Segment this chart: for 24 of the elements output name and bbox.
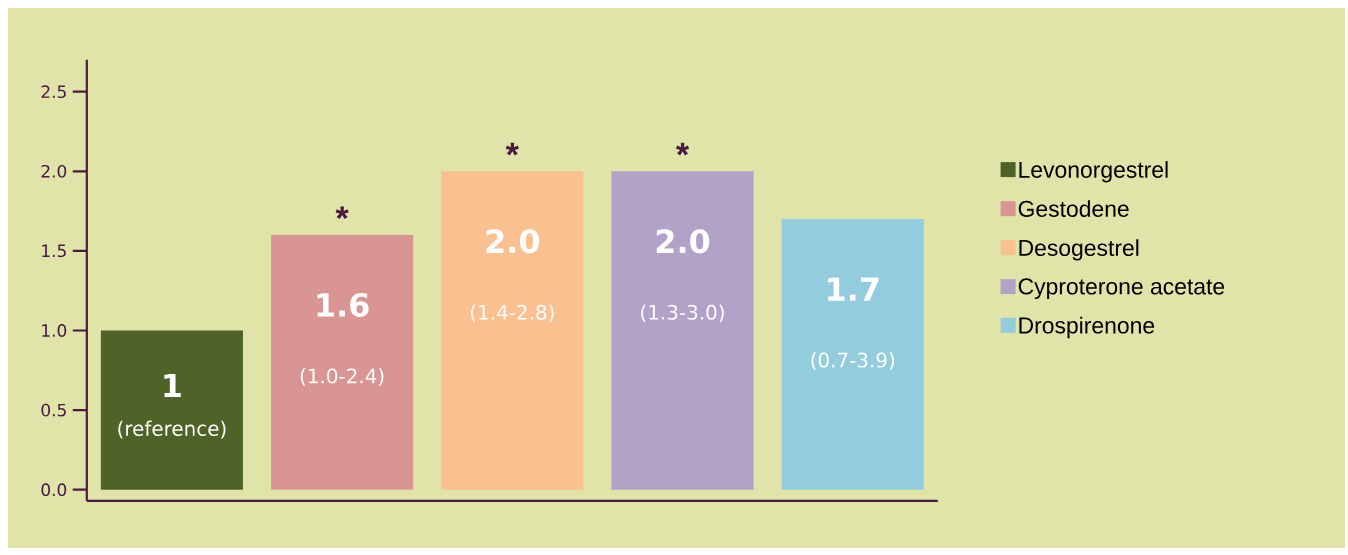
y-tick-label: 2.0 xyxy=(41,164,67,178)
legend-label: Levonorgestrel xyxy=(1019,161,1168,183)
annotation: (reference) xyxy=(118,420,226,439)
data-label: 1 xyxy=(164,373,181,398)
y-tick-label: 2.5 xyxy=(41,85,66,99)
y-tick-label: 1.5 xyxy=(42,244,66,258)
y-tick-label: 0.5 xyxy=(41,403,66,417)
legend-label: Drospirenone xyxy=(1019,316,1155,339)
annotation: (0.7-3.9) xyxy=(811,352,895,370)
annotation: * xyxy=(676,142,690,156)
y-tick-label: 0.0 xyxy=(41,483,67,497)
legend-label: Gestodene xyxy=(1018,200,1129,217)
legend-label: Cyproterone acetate xyxy=(1018,278,1225,300)
annotation: * xyxy=(335,206,349,220)
data-label: 2.0 xyxy=(656,229,710,254)
data-label: 1.6 xyxy=(317,292,369,318)
annotation: * xyxy=(505,142,519,156)
data-label: 1.7 xyxy=(828,277,879,301)
annotation: (1.4-2.8) xyxy=(470,304,554,323)
legend-label: Desogestrel xyxy=(1019,239,1139,261)
data-label: 2.0 xyxy=(486,229,540,254)
annotation: (1.3-3.0) xyxy=(641,304,724,323)
y-tick-label: 1.0 xyxy=(42,324,67,337)
annotation: (1.0-2.4) xyxy=(300,368,384,386)
